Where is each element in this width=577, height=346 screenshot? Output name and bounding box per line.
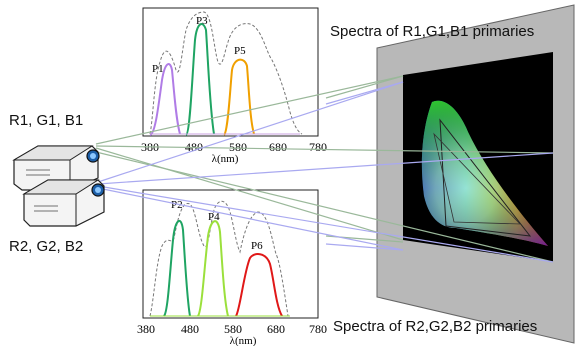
top-peak-label-p1: P1: [152, 63, 164, 75]
projector-2: [22, 179, 105, 227]
bottom-tick-480: 480: [181, 322, 199, 336]
line-proj2-c: [97, 81, 404, 183]
projection-screen: [376, 4, 575, 344]
bottom-tick-780: 780: [309, 322, 327, 336]
bottom-tick-580: 580: [224, 322, 242, 336]
projector-1: [12, 145, 100, 191]
bottom-spectra-caption: Spectra of R2,G2,B2 primaries: [333, 318, 538, 335]
top-tick-580: 580: [229, 140, 247, 154]
bottom-dashed-envelope: [149, 200, 289, 317]
line-proj2-d: [97, 187, 404, 251]
line-proj2-a: [97, 152, 554, 185]
projector-1-lens-glass: [90, 153, 96, 159]
top-purple-curve: [149, 63, 181, 136]
bottom-green-curve: [163, 219, 191, 317]
gamut-triangle-2: [433, 132, 521, 225]
bottom-peak-label-p6: P6: [251, 240, 263, 252]
projector-1-top: [12, 145, 94, 161]
top-plot-frame: [142, 7, 319, 137]
bottom-spectra-plot: P2 P4 P6 380 480 580 680 780 λ(nm): [137, 189, 327, 346]
bottom-tick-680: 680: [267, 322, 285, 336]
bottom-xlabel: λ(nm): [230, 335, 257, 346]
projector-2-vent: [34, 205, 58, 212]
line-proj1-d: [95, 75, 404, 145]
line-bottom-plot-to-screen-2: [325, 243, 404, 251]
top-tick-780: 780: [309, 140, 327, 154]
line-proj2-b: [97, 185, 554, 263]
top-spectra-caption: Spectra of R1,G1,B1 primaries: [330, 23, 535, 40]
top-xlabel: λ(nm): [212, 153, 239, 165]
projection-lines: [95, 75, 554, 263]
top-orange-curve: [223, 58, 255, 136]
projector-1-label: R1, G1, B1: [9, 112, 84, 129]
bottom-plot-frame: [142, 189, 319, 319]
top-peak-label-p5: P5: [234, 45, 246, 57]
projector-1-vent: [26, 169, 50, 176]
top-green-curve: [185, 23, 215, 136]
projector-2-label: R2, G2, B2: [9, 238, 84, 255]
line-proj1-b: [95, 147, 404, 241]
bottom-red-curve: [235, 253, 283, 317]
top-dashed-envelope: [149, 11, 303, 135]
bottom-tick-380: 380: [137, 322, 155, 336]
bottom-peak-label-p4: P4: [208, 211, 220, 223]
top-tick-680: 680: [269, 140, 287, 154]
top-peak-label-p3: P3: [196, 15, 208, 27]
top-spectra-plot: P1 P3 P5 380 480 580 680 780 λ(nm): [141, 7, 327, 165]
line-proj1-a: [95, 145, 554, 154]
line-top-plot-to-screen-1: [325, 75, 404, 99]
projector-2-lens-glass: [95, 187, 101, 193]
bottom-peak-label-p2: P2: [171, 199, 183, 211]
projector-2-top: [22, 179, 100, 195]
bottom-light-green-curve: [197, 220, 229, 317]
line-proj1-c: [95, 151, 554, 263]
